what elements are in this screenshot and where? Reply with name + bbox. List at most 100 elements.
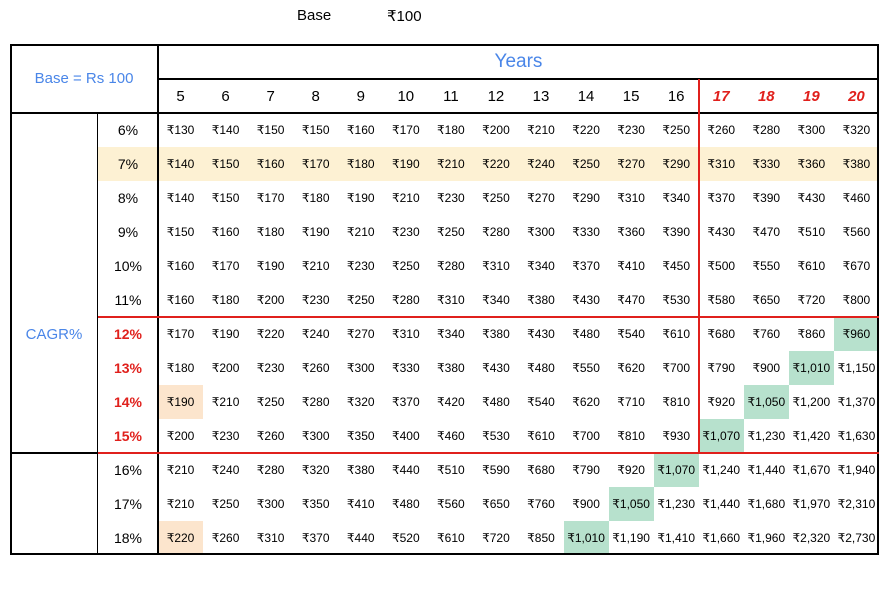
- value-cell: ₹1,050: [612, 497, 650, 511]
- value-cell: ₹700: [662, 361, 690, 375]
- value-cell: ₹310: [707, 157, 736, 171]
- value-cell: ₹430: [572, 293, 600, 307]
- value-cell: ₹590: [482, 463, 510, 477]
- value-cell: ₹720: [482, 531, 510, 545]
- value-cell: ₹1,240: [702, 463, 741, 477]
- value-cell: ₹280: [437, 259, 465, 273]
- value-cell: ₹160: [166, 259, 195, 273]
- value-cell: ₹900: [752, 361, 781, 375]
- value-cell: ₹230: [301, 293, 330, 307]
- value-cell: ₹1,940: [837, 463, 876, 477]
- rate-label: 7%: [117, 156, 139, 172]
- value-cell: ₹1,230: [747, 429, 786, 443]
- year-header: 20: [848, 87, 865, 105]
- value-cell: ₹920: [707, 395, 736, 409]
- green-cell-bg: [653, 453, 699, 487]
- base-value: ₹100: [387, 8, 422, 25]
- value-cell: ₹390: [662, 225, 690, 239]
- red-frame-bottom: [98, 452, 879, 454]
- value-cell: ₹650: [752, 293, 781, 307]
- value-cell: ₹330: [752, 157, 781, 171]
- years-divider: [158, 78, 879, 80]
- year-header: 15: [622, 87, 640, 105]
- header-divider-vertical: [157, 44, 159, 555]
- year-header: 9: [356, 87, 365, 105]
- value-cell: ₹470: [752, 225, 781, 239]
- value-cell: ₹250: [482, 191, 510, 205]
- value-cell: ₹550: [752, 259, 781, 273]
- value-cell: ₹230: [211, 429, 240, 443]
- value-cell: ₹140: [211, 123, 240, 137]
- value-cell: ₹230: [437, 191, 465, 205]
- value-cell: ₹480: [482, 395, 510, 409]
- value-cell: ₹200: [482, 123, 510, 137]
- year-header: 5: [176, 87, 185, 105]
- value-cell: ₹960: [842, 327, 871, 341]
- value-cell: ₹130: [166, 123, 195, 137]
- value-cell: ₹250: [572, 157, 600, 171]
- value-cell: ₹260: [301, 361, 330, 375]
- value-cell: ₹1,960: [747, 531, 786, 545]
- value-cell: ₹350: [346, 429, 375, 443]
- red-frame-top: [98, 316, 879, 318]
- value-cell: ₹2,320: [792, 531, 831, 545]
- value-cell: ₹1,680: [747, 497, 786, 511]
- value-cell: ₹560: [842, 225, 871, 239]
- value-cell: ₹290: [662, 157, 690, 171]
- green-cell-bg: [743, 385, 789, 419]
- value-cell: ₹380: [346, 463, 375, 477]
- rate-label: 6%: [117, 122, 139, 138]
- value-cell: ₹300: [256, 497, 285, 511]
- value-cell: ₹620: [572, 395, 600, 409]
- value-cell: ₹920: [617, 463, 645, 477]
- value-cell: ₹260: [256, 429, 285, 443]
- red-frame-left: [697, 79, 700, 453]
- value-cell: ₹170: [211, 259, 240, 273]
- value-cell: ₹410: [617, 259, 645, 273]
- green-cell-bg: [563, 521, 609, 555]
- value-cell: ₹810: [617, 429, 645, 443]
- value-cell: ₹560: [437, 497, 465, 511]
- value-cell: ₹170: [301, 157, 330, 171]
- value-cell: ₹760: [527, 497, 555, 511]
- value-cell: ₹150: [211, 191, 240, 205]
- value-cell: ₹380: [842, 157, 871, 171]
- value-cell: ₹300: [527, 225, 555, 239]
- value-cell: ₹230: [391, 225, 420, 239]
- value-cell: ₹510: [437, 463, 465, 477]
- value-cell: ₹500: [707, 259, 736, 273]
- table-border-right: [877, 44, 879, 555]
- value-cell: ₹310: [391, 327, 420, 341]
- value-cell: ₹1,370: [837, 395, 876, 409]
- value-cell: ₹340: [482, 293, 510, 307]
- value-cell: ₹240: [527, 157, 555, 171]
- cagr-table: Base = Rs 100 Years CAGR% 5 6 7 8 9 10 11 12 13 1…: [10, 44, 879, 555]
- highlight-row-bg: [158, 147, 879, 181]
- value-cell: ₹150: [301, 123, 330, 137]
- value-cell: ₹150: [256, 123, 285, 137]
- value-cell: ₹270: [617, 157, 645, 171]
- value-cell: ₹1,440: [747, 463, 786, 477]
- value-cell: ₹1,050: [747, 395, 786, 409]
- value-cell: ₹220: [166, 531, 195, 545]
- value-cell: ₹210: [527, 123, 555, 137]
- value-cell: ₹200: [256, 293, 285, 307]
- value-cell: ₹280: [391, 293, 420, 307]
- value-cell: ₹310: [256, 531, 285, 545]
- value-cell: ₹420: [437, 395, 465, 409]
- value-cell: ₹930: [662, 429, 690, 443]
- year-header: 13: [532, 87, 550, 105]
- green-cell-bg: [608, 487, 654, 521]
- value-cell: ₹190: [391, 157, 420, 171]
- value-cell: ₹1,660: [702, 531, 741, 545]
- value-cell: ₹210: [166, 463, 195, 477]
- value-cell: ₹250: [662, 123, 690, 137]
- value-cell: ₹760: [752, 327, 781, 341]
- value-cell: ₹540: [527, 395, 555, 409]
- value-cell: ₹2,310: [837, 497, 876, 511]
- value-cell: ₹210: [211, 395, 240, 409]
- value-cell: ₹230: [346, 259, 375, 273]
- value-cell: ₹180: [437, 123, 465, 137]
- value-cell: ₹370: [391, 395, 420, 409]
- value-cell: ₹390: [752, 191, 781, 205]
